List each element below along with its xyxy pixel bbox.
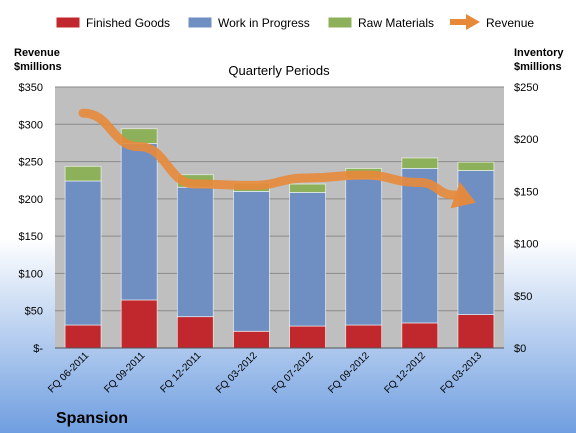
bar-finished-goods bbox=[345, 324, 383, 349]
bar-finished-goods bbox=[176, 316, 214, 349]
left-axis-ticks: $- $50 $100 $150 $200 $250 $300 $350 bbox=[19, 82, 44, 355]
revenue-arrow-head bbox=[450, 181, 476, 209]
left-tick-label: $200 bbox=[19, 194, 43, 206]
right-tick-label: $150 bbox=[514, 186, 538, 198]
bar-work-in-progress bbox=[176, 186, 214, 318]
legend-swatch-work-in-progress bbox=[187, 16, 213, 29]
bar-finished-goods bbox=[120, 299, 158, 349]
left-tick-label: $50 bbox=[25, 306, 43, 318]
bar-finished-goods bbox=[457, 314, 495, 349]
bar-raw-materials bbox=[289, 183, 326, 193]
chart-title: Quarterly Periods bbox=[228, 63, 330, 78]
legend-swatch-finished-goods bbox=[55, 16, 81, 29]
right-tick-label: $50 bbox=[514, 291, 532, 303]
bar-work-in-progress bbox=[401, 168, 439, 324]
left-tick-label: $250 bbox=[19, 157, 43, 169]
legend-label-work-in-progress: Work in Progress bbox=[218, 16, 310, 30]
bars bbox=[64, 128, 495, 349]
legend-swatch-raw-materials bbox=[327, 16, 353, 29]
left-axis-title-line1: Revenue bbox=[14, 47, 60, 59]
legend-label-raw-materials: Raw Materials bbox=[358, 16, 434, 30]
bar-finished-goods bbox=[401, 322, 439, 349]
bar-finished-goods bbox=[233, 330, 270, 349]
left-tick-label: $300 bbox=[19, 119, 43, 131]
legend: Finished Goods Work in Progress Raw Mate… bbox=[55, 14, 534, 30]
right-axis-title-line2: $millions bbox=[514, 61, 562, 73]
right-tick-label: $0 bbox=[514, 343, 526, 355]
bar-finished-goods bbox=[64, 324, 102, 349]
right-tick-label: $200 bbox=[514, 134, 538, 146]
right-tick-label: $100 bbox=[514, 239, 538, 251]
bar-work-in-progress bbox=[64, 180, 102, 326]
left-tick-label: $100 bbox=[19, 268, 43, 280]
bar-work-in-progress bbox=[345, 178, 383, 326]
bar-raw-materials bbox=[401, 157, 439, 169]
bar-work-in-progress bbox=[289, 192, 326, 327]
left-tick-label: $350 bbox=[19, 82, 43, 94]
left-axis-title-line2: $millions bbox=[14, 61, 62, 73]
right-tick-label: $250 bbox=[514, 82, 538, 94]
bar-raw-materials bbox=[64, 165, 102, 182]
left-tick-label: $- bbox=[33, 343, 43, 355]
bar-work-in-progress bbox=[233, 190, 270, 332]
revenue-line bbox=[78, 108, 476, 209]
legend-label-finished-goods: Finished Goods bbox=[86, 16, 170, 30]
left-tick-label: $150 bbox=[19, 231, 43, 243]
legend-arrow-revenue bbox=[450, 14, 480, 30]
bar-work-in-progress bbox=[120, 142, 158, 301]
right-axis-ticks: $0 $50 $100 $150 $200 $250 bbox=[514, 82, 538, 355]
company-name: Spansion bbox=[56, 410, 128, 427]
right-axis-title-line1: Inventory bbox=[514, 47, 564, 59]
legend-label-revenue: Revenue bbox=[486, 16, 534, 30]
bar-raw-materials bbox=[457, 161, 495, 171]
revenue-line-path bbox=[78, 108, 460, 200]
bar-finished-goods bbox=[289, 325, 326, 349]
